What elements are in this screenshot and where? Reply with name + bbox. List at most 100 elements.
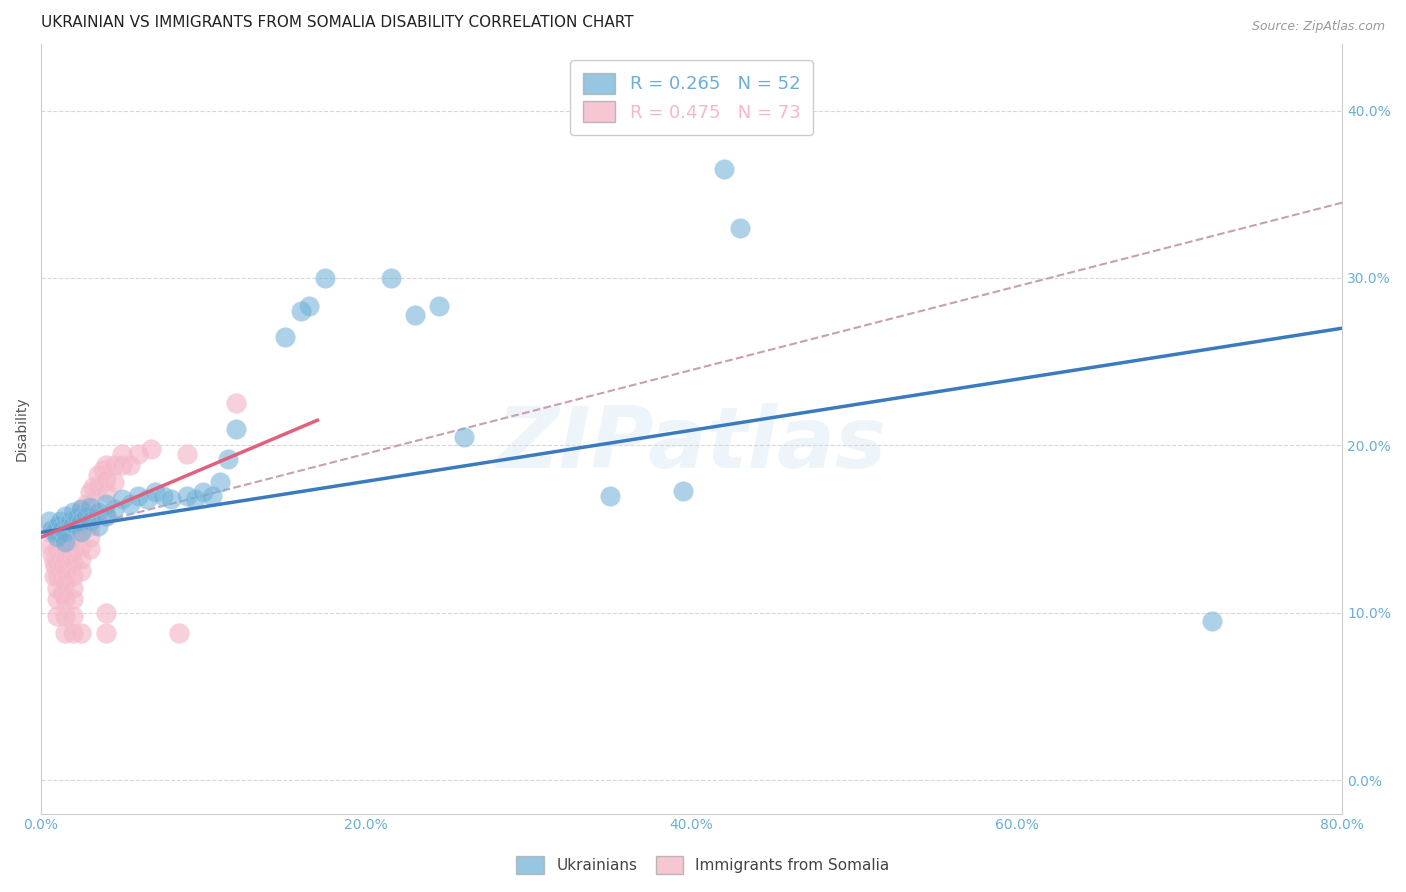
- Point: [730, 220, 752, 235]
- Point: [62, 609, 84, 624]
- Point: [46, 518, 69, 533]
- Point: [59, 547, 82, 561]
- Point: [42, 525, 65, 540]
- Point: [62, 592, 84, 607]
- Point: [41, 547, 63, 561]
- Point: [79, 485, 101, 500]
- Point: [87, 505, 110, 519]
- Point: [46, 556, 69, 570]
- Point: [127, 447, 149, 461]
- Point: [111, 447, 134, 461]
- Legend: R = 0.265   N = 52, R = 0.475   N = 73: R = 0.265 N = 52, R = 0.475 N = 73: [569, 61, 813, 135]
- Point: [87, 518, 110, 533]
- Point: [62, 516, 84, 531]
- Point: [70, 514, 93, 528]
- Point: [39, 539, 62, 553]
- Point: [62, 581, 84, 595]
- Point: [62, 542, 84, 557]
- Point: [290, 304, 312, 318]
- Point: [75, 497, 97, 511]
- Point: [111, 458, 134, 473]
- Point: [94, 508, 117, 523]
- Point: [62, 505, 84, 519]
- Point: [70, 514, 93, 528]
- Legend: Ukrainians, Immigrants from Somalia: Ukrainians, Immigrants from Somalia: [510, 850, 896, 880]
- Point: [217, 451, 239, 466]
- Point: [53, 525, 76, 540]
- Point: [53, 535, 76, 549]
- Point: [42, 556, 65, 570]
- Point: [53, 609, 76, 624]
- Point: [70, 502, 93, 516]
- Point: [38, 514, 60, 528]
- Point: [53, 592, 76, 607]
- Point: [53, 525, 76, 540]
- Point: [94, 508, 117, 523]
- Point: [141, 442, 163, 456]
- Point: [70, 525, 93, 540]
- Point: [62, 518, 84, 533]
- Point: [87, 468, 110, 483]
- Point: [127, 489, 149, 503]
- Point: [49, 535, 72, 549]
- Point: [315, 271, 337, 285]
- Point: [42, 569, 65, 583]
- Point: [53, 552, 76, 566]
- Point: [79, 514, 101, 528]
- Point: [46, 530, 69, 544]
- Point: [91, 463, 114, 477]
- Point: [79, 518, 101, 533]
- Point: [94, 472, 117, 486]
- Point: [79, 508, 101, 523]
- Point: [184, 491, 207, 506]
- Point: [82, 480, 104, 494]
- Point: [79, 542, 101, 557]
- Point: [103, 502, 125, 516]
- Point: [46, 609, 69, 624]
- Point: [79, 500, 101, 515]
- Point: [176, 447, 198, 461]
- Text: ZIPatlas: ZIPatlas: [496, 402, 887, 485]
- Point: [70, 564, 93, 578]
- Point: [62, 556, 84, 570]
- Point: [160, 491, 183, 506]
- Point: [94, 606, 117, 620]
- Point: [46, 542, 69, 557]
- Point: [135, 491, 157, 506]
- Point: [49, 514, 72, 528]
- Point: [225, 421, 247, 435]
- Point: [46, 592, 69, 607]
- Point: [404, 308, 426, 322]
- Point: [51, 558, 73, 573]
- Point: [120, 497, 142, 511]
- Text: Source: ZipAtlas.com: Source: ZipAtlas.com: [1251, 20, 1385, 33]
- Point: [70, 539, 93, 553]
- Point: [152, 489, 174, 503]
- Point: [208, 475, 231, 490]
- Point: [225, 396, 247, 410]
- Point: [62, 625, 84, 640]
- Point: [75, 508, 97, 523]
- Point: [94, 625, 117, 640]
- Point: [453, 430, 475, 444]
- Point: [103, 458, 125, 473]
- Point: [713, 162, 735, 177]
- Point: [51, 522, 73, 536]
- Point: [38, 525, 60, 540]
- Point: [75, 508, 97, 523]
- Point: [65, 510, 87, 524]
- Point: [70, 502, 93, 516]
- Point: [70, 625, 93, 640]
- Point: [79, 530, 101, 544]
- Point: [193, 485, 215, 500]
- Point: [53, 539, 76, 553]
- Point: [65, 508, 87, 523]
- Text: UKRAINIAN VS IMMIGRANTS FROM SOMALIA DISABILITY CORRELATION CHART: UKRAINIAN VS IMMIGRANTS FROM SOMALIA DIS…: [41, 15, 634, 30]
- Point: [167, 625, 190, 640]
- Point: [53, 564, 76, 578]
- Point: [51, 572, 73, 586]
- Point: [46, 569, 69, 583]
- Point: [87, 480, 110, 494]
- Point: [53, 575, 76, 590]
- Point: [51, 585, 73, 599]
